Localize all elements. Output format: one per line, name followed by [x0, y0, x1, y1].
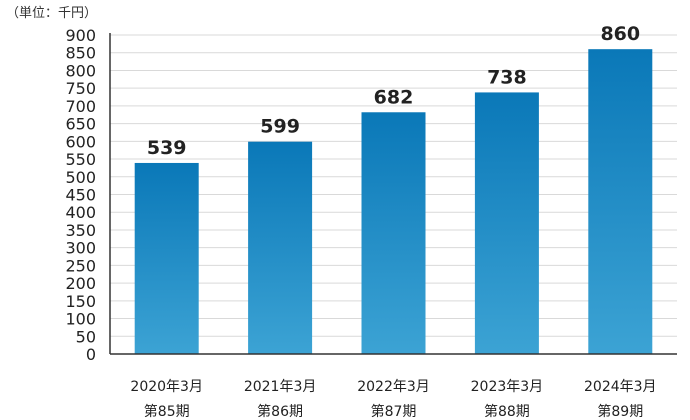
y-tick-label: 100	[65, 310, 96, 329]
bars	[134, 49, 653, 355]
x-tick-label-period: 第88期	[484, 403, 530, 420]
y-tick-label: 900	[65, 26, 96, 45]
y-tick-label: 300	[65, 239, 96, 258]
y-tick-label: 800	[65, 61, 96, 80]
y-tick-label: 750	[65, 79, 96, 98]
y-tick-label: 550	[65, 150, 96, 169]
x-tick-label-period: 第86期	[257, 403, 303, 420]
y-tick-label: 350	[65, 221, 96, 240]
y-tick-label: 500	[65, 168, 96, 187]
data-label: 682	[374, 86, 414, 108]
y-tick-label: 150	[65, 292, 96, 311]
y-tick-label: 400	[65, 203, 96, 222]
x-tick-label-date: 2023年3月	[471, 379, 544, 395]
unit-label: （単位：千円）	[6, 6, 98, 21]
axes	[109, 33, 677, 355]
data-label: 539	[147, 137, 187, 159]
y-tick-label: 0	[86, 345, 96, 364]
x-tick-label-period: 第89期	[597, 403, 643, 420]
y-tick-label: 250	[65, 256, 96, 275]
y-tick-label: 200	[65, 274, 96, 293]
x-tick-label-period: 第85期	[144, 403, 190, 420]
bar	[134, 162, 199, 354]
y-tick-label: 650	[65, 115, 96, 134]
data-labels: 539 599 682 738 860	[147, 23, 640, 159]
y-tick-label: 850	[65, 44, 96, 63]
y-tick-label: 600	[65, 132, 96, 151]
data-label: 599	[260, 116, 300, 138]
y-tick-label: 700	[65, 97, 96, 116]
x-tick-label-date: 2020年3月	[130, 379, 203, 395]
bar	[588, 49, 653, 355]
y-tick-label: 50	[76, 327, 96, 346]
bar	[248, 141, 313, 354]
data-label: 738	[487, 66, 527, 88]
x-tick-label-date: 2022年3月	[357, 379, 430, 395]
x-tick-label-period: 第87期	[371, 403, 417, 420]
data-label: 860	[600, 23, 640, 45]
x-tick-label-date: 2024年3月	[584, 379, 657, 395]
y-tick-label: 450	[65, 186, 96, 205]
x-tick-label-date: 2021年3月	[244, 379, 317, 395]
bar	[474, 92, 539, 355]
bar	[361, 112, 426, 354]
y-axis-ticks: 0501001502002503003504004505005506006507…	[65, 26, 96, 364]
